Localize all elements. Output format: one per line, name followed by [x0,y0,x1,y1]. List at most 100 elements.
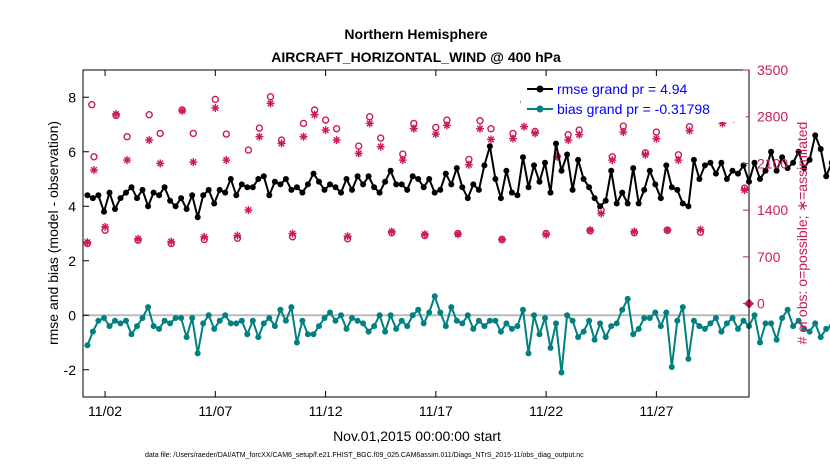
rmse-point [288,186,295,193]
rmse-point [657,195,664,202]
bias-point [128,331,135,338]
rmse-point [806,156,813,163]
bias-point [453,317,460,324]
rmse-point [514,192,521,199]
bias-point [475,317,482,324]
bias-point [464,312,471,319]
x-tick-label: 11/07 [198,403,232,419]
x-tick-label: 11/02 [88,403,122,419]
x-tick-label: 11/22 [529,403,563,419]
bias-point [486,317,493,324]
bias-point [233,320,240,327]
bias-point [696,323,703,330]
rmse-point [492,176,499,182]
rmse-point [641,186,648,193]
rmse-point [128,184,135,191]
bias-point [531,312,537,319]
rmse-point [608,167,615,174]
rmse-point [150,189,157,196]
obs-possible-marker [156,129,164,138]
bias-point [608,323,615,330]
x-axis: 11/02 11/07 11/12 11/17 11/22 11/27 [88,70,674,419]
rmse-point [238,181,245,188]
obs-assimilated-marker [288,229,297,238]
rmse-point [464,195,471,202]
bias-point [613,320,620,327]
bias-point [817,334,824,341]
legend-bias-label: bias grand pr = -0.31798 [557,101,710,117]
rmse-point [431,189,438,196]
rmse-point [134,195,140,202]
rmse-point [586,184,593,191]
rmse-point [277,181,284,188]
bias-point [547,344,554,351]
bias-point [790,323,797,330]
rmse-point [420,184,427,191]
rmse-point [569,186,576,193]
bias-point [393,325,400,332]
obs-assimilated-marker [299,132,308,141]
rmse-point [470,181,477,188]
obs-assimilated-marker [531,129,540,138]
rmse-point [332,184,339,191]
rmse-point [812,132,819,139]
bias-point [514,323,521,330]
obs-assimilated-marker [652,134,661,143]
bias-point [316,323,322,330]
bias-point [420,320,427,327]
rmse-point [652,181,659,188]
y2-tick-label: 700 [757,249,781,265]
bias-point [624,295,631,302]
bias-point [310,331,317,338]
bias-point [718,328,725,335]
rmse-point [260,173,267,180]
obs-assimilated-marker [134,234,143,243]
bias-point [773,336,780,343]
obs-assimilated-marker [398,156,407,165]
bias-point [376,312,383,319]
rmse-point [520,154,526,161]
bias-point [442,323,449,330]
rmse-point [790,159,797,166]
obs-assimilated-marker [343,232,352,241]
obs-assimilated-marker [83,238,92,247]
rmse-point [525,184,532,191]
bias-point [84,342,91,349]
rmse-point [437,186,444,193]
obs-assimilated-marker [431,130,440,139]
bias-point [668,364,675,370]
obs-assimilated-marker [520,122,529,131]
rmse-point [701,162,708,169]
obs-possible-marker [145,110,153,119]
obs-possible-marker [222,130,231,138]
rmse-point [387,167,394,174]
bias-point [707,320,714,327]
y-tick-label: 4 [68,198,76,214]
obs-possible-marker [255,124,264,132]
rmse-point [503,167,510,174]
bias-point [282,317,289,324]
bias-point [823,325,830,332]
rmse-point [156,192,163,199]
rmse-point [393,181,400,188]
obs-assimilated-marker [244,206,253,215]
bias-point [167,320,174,327]
obs-possible-marker [88,100,96,109]
bias-point [806,328,813,335]
rmse-point [266,192,273,199]
bias-point [723,320,730,327]
bias-point [216,317,223,324]
y-tick-label: 8 [68,89,76,105]
bias-point [575,334,582,341]
rmse-series [84,132,830,221]
bias-point [266,315,273,321]
bias-point [630,331,637,338]
bias-point [795,317,802,324]
bias-point [497,328,504,335]
bias-point [646,315,653,321]
obs-assimilated-marker [586,226,595,235]
y-tick-label: 2 [68,253,76,269]
bias-point [343,325,350,332]
rmse-point [784,165,791,172]
bias-point [431,293,438,300]
